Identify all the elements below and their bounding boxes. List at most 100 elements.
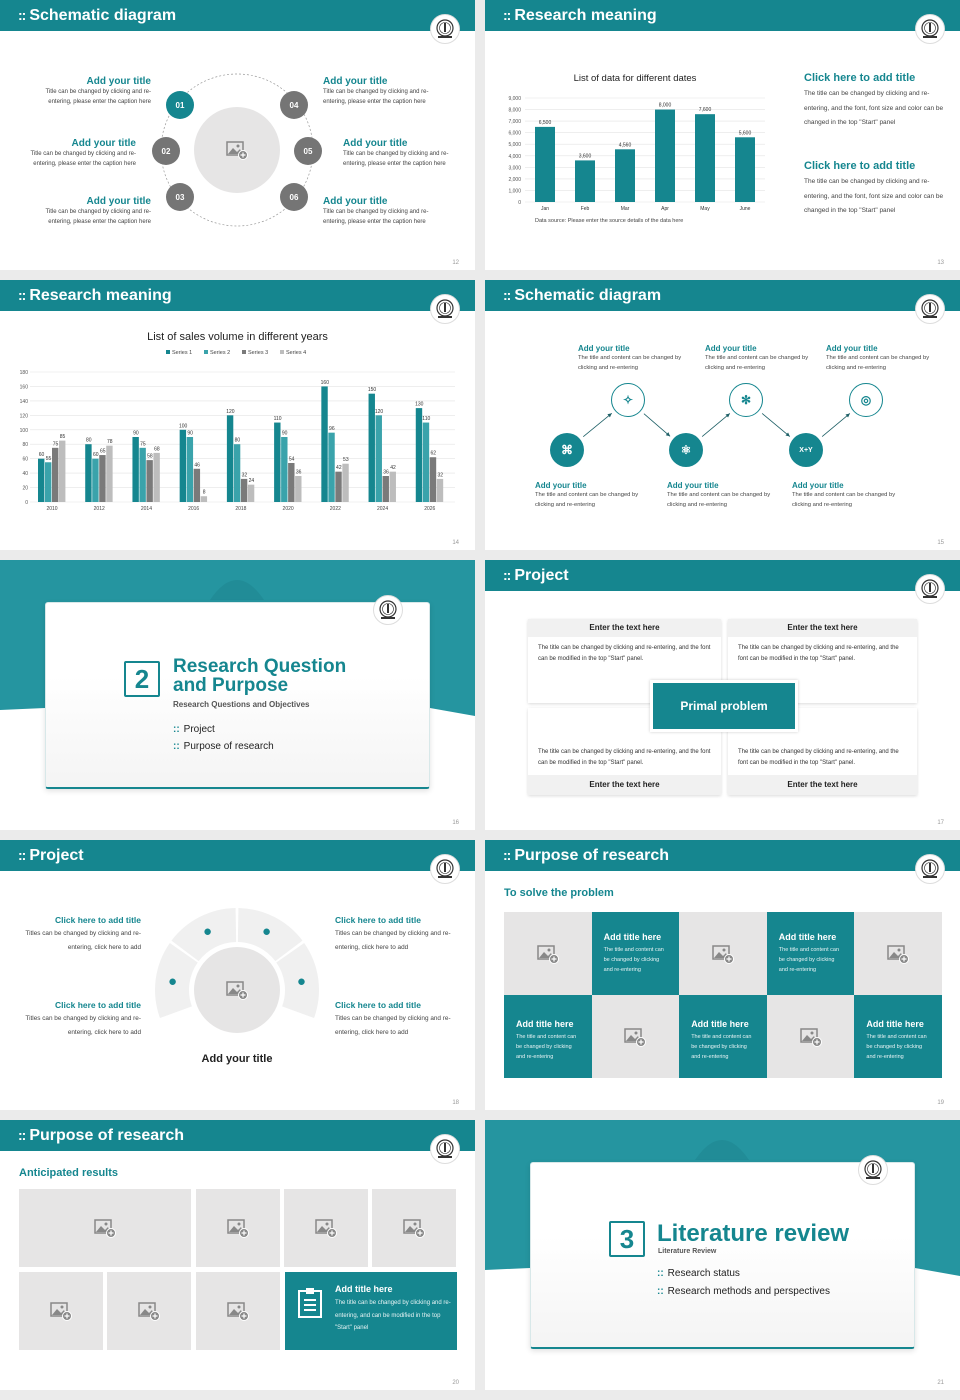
step-title[interactable]: Add your title bbox=[535, 481, 587, 490]
user-rotate-icon: ● bbox=[168, 972, 178, 990]
image-placeholder[interactable] bbox=[19, 1272, 103, 1350]
step-title[interactable]: Add your title bbox=[705, 344, 757, 353]
bar bbox=[575, 160, 595, 202]
step-text: Add your title The title and content can … bbox=[792, 481, 912, 510]
agenda-item[interactable]: :: Research status bbox=[657, 1268, 740, 1279]
image-placeholder[interactable] bbox=[284, 1189, 368, 1267]
text-box: Enter the text here The title can be chan… bbox=[528, 619, 721, 703]
block-title[interactable]: Add your title bbox=[343, 138, 408, 149]
data-label: 55 bbox=[46, 456, 52, 462]
text-block: Add your title Title can be changed by cl… bbox=[41, 76, 151, 107]
data-label: 100 bbox=[179, 423, 188, 429]
agenda-item[interactable]: :: Purpose of research bbox=[173, 741, 274, 752]
block-title[interactable]: Add your title bbox=[323, 196, 388, 207]
image-placeholder[interactable] bbox=[504, 912, 592, 995]
slide-header: :: Schematic diagram bbox=[0, 0, 475, 31]
sparkles-icon: ✧ bbox=[611, 383, 645, 417]
image-placeholder[interactable] bbox=[854, 912, 942, 995]
image-add-icon bbox=[537, 944, 559, 964]
data-label: 110 bbox=[422, 416, 430, 422]
data-label: 96 bbox=[329, 426, 335, 432]
block-title[interactable]: Add your title bbox=[86, 196, 151, 207]
slide-21[interactable]: 3 Literature review Literature Review ::… bbox=[485, 1120, 960, 1390]
block-title[interactable]: Add your title bbox=[323, 76, 388, 87]
image-placeholder[interactable] bbox=[19, 1189, 191, 1267]
university-seal-icon bbox=[430, 1134, 460, 1164]
block-title[interactable]: Click here to add title bbox=[55, 915, 141, 925]
cell-title[interactable]: Add title here bbox=[603, 932, 662, 942]
slide-18[interactable]: :: Project ● ● ● ● Click here to add title Tit… bbox=[0, 840, 475, 1110]
bar bbox=[415, 408, 423, 502]
data-label: 65 bbox=[100, 449, 106, 455]
block-title[interactable]: Add your title bbox=[86, 76, 151, 87]
data-label: 36 bbox=[383, 470, 389, 476]
image-placeholder[interactable] bbox=[196, 1189, 280, 1267]
text-block: Add your title Title can be changed by cl… bbox=[26, 138, 136, 169]
cell-title[interactable]: Add title here bbox=[516, 1019, 574, 1029]
x-tick-label: Jan bbox=[541, 206, 549, 212]
bar bbox=[52, 447, 59, 502]
slide-19[interactable]: :: Purpose of research To solve the probl… bbox=[485, 840, 960, 1110]
step-title[interactable]: Add your title bbox=[578, 344, 630, 353]
data-label: 24 bbox=[249, 478, 255, 484]
slide-20[interactable]: :: Purpose of research Anticipated result… bbox=[0, 1120, 475, 1390]
image-placeholder[interactable] bbox=[766, 995, 855, 1078]
block-title[interactable]: Click here to add title bbox=[804, 72, 916, 84]
slide-13[interactable]: :: Research meaning List of data for diff… bbox=[485, 0, 960, 270]
header-title: Research meaning bbox=[514, 7, 657, 24]
step-body: The title and content can be changed by … bbox=[578, 355, 682, 371]
bar bbox=[535, 126, 555, 202]
step-text: Add your title The title and content can … bbox=[826, 344, 946, 373]
slide-header: :: Project bbox=[0, 840, 475, 871]
bar bbox=[146, 460, 153, 502]
header-title: Schematic diagram bbox=[29, 7, 177, 24]
data-label: 85 bbox=[60, 434, 66, 440]
ring-segment bbox=[155, 942, 198, 1019]
cell-title[interactable]: Add title here bbox=[778, 932, 837, 942]
primal-problem-box[interactable]: Primal problem bbox=[650, 680, 798, 732]
slide-12[interactable]: :: Schematic diagram 01 Add your title Titl… bbox=[0, 0, 475, 270]
step-title[interactable]: Add your title bbox=[792, 481, 844, 490]
image-placeholder[interactable] bbox=[107, 1272, 191, 1350]
header-title: Research meaning bbox=[29, 287, 172, 304]
section-title: Literature review bbox=[657, 1220, 850, 1247]
block-title[interactable]: Click here to add title bbox=[55, 1000, 141, 1010]
block-title[interactable]: Click here to add title bbox=[335, 1000, 421, 1010]
cell-title[interactable]: Add title here bbox=[866, 1019, 924, 1029]
ring-segment bbox=[237, 908, 303, 962]
agenda-item[interactable]: :: Research methods and perspectives bbox=[657, 1286, 830, 1297]
data-label: 3,600 bbox=[579, 153, 592, 159]
slide-17[interactable]: :: Project Enter the text here The title c… bbox=[485, 560, 960, 830]
x-tick-label: 2016 bbox=[188, 506, 199, 512]
section-number: 2 bbox=[124, 661, 160, 697]
slide-16[interactable]: 2 Research Question and Purpose Research… bbox=[0, 560, 475, 830]
block-body: Titles can be changed by clicking and re… bbox=[335, 930, 451, 951]
agenda-item[interactable]: :: Project bbox=[173, 724, 215, 735]
slide-15[interactable]: :: Schematic diagram ⌘ Add your title The t… bbox=[485, 280, 960, 550]
data-label: 4,560 bbox=[619, 142, 632, 148]
image-placeholder[interactable] bbox=[591, 995, 680, 1078]
cell-title[interactable]: Add title here bbox=[691, 1019, 749, 1029]
text-block: Add your title Title can be changed by cl… bbox=[323, 76, 433, 107]
flow-arrow bbox=[582, 413, 613, 437]
data-label: 54 bbox=[289, 457, 295, 463]
arrow-head bbox=[665, 432, 671, 437]
block-title[interactable]: Click here to add title bbox=[335, 915, 421, 925]
block-title[interactable]: Add your title bbox=[71, 138, 136, 149]
image-placeholder[interactable] bbox=[372, 1189, 456, 1267]
image-add-icon bbox=[799, 1027, 822, 1047]
step-title[interactable]: Add your title bbox=[826, 344, 878, 353]
slide-14[interactable]: :: Research meaning List of sales volume … bbox=[0, 280, 475, 550]
image-placeholder[interactable] bbox=[679, 912, 767, 995]
y-tick-label: 0 bbox=[518, 200, 521, 206]
text-block: Click here to add title Titles can be cha… bbox=[25, 1000, 141, 1040]
step-title[interactable]: Add your title bbox=[667, 481, 719, 490]
image-placeholder[interactable] bbox=[194, 107, 280, 193]
block-title[interactable]: Click here to add title bbox=[804, 160, 916, 172]
image-placeholder[interactable] bbox=[194, 947, 280, 1033]
header-title: Project bbox=[29, 847, 84, 864]
step-body: The title and content can be changed by … bbox=[792, 492, 896, 508]
image-add-icon bbox=[227, 1219, 249, 1238]
image-placeholder[interactable] bbox=[196, 1272, 280, 1350]
feature-title[interactable]: Add title here bbox=[335, 1284, 393, 1294]
